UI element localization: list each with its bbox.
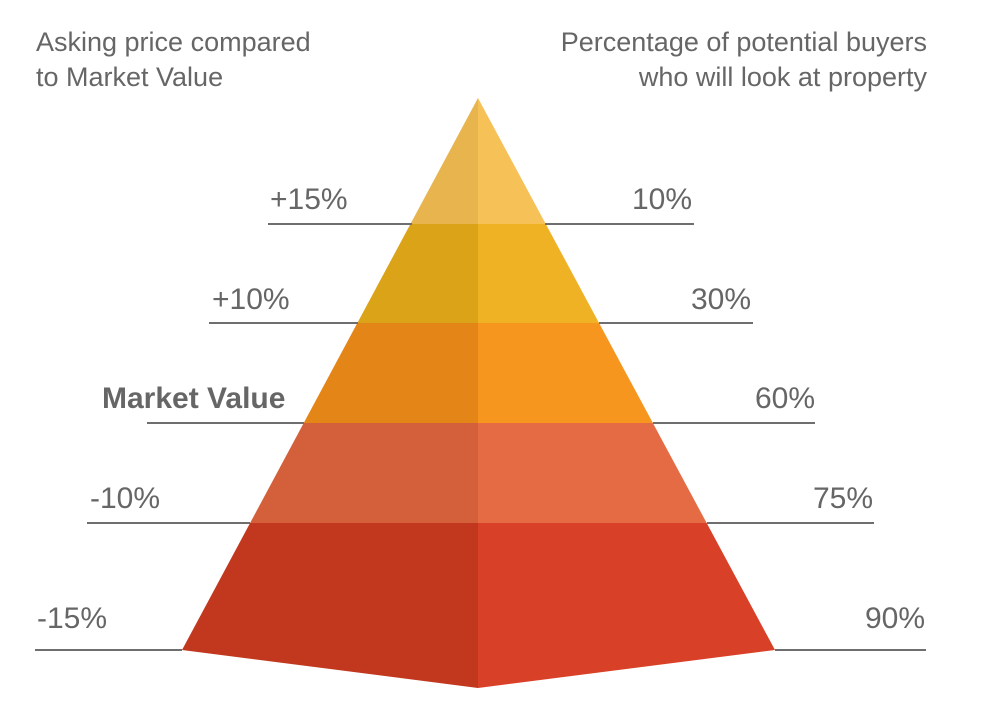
asking-price-label-5: -15% (37, 602, 107, 635)
pyramid-tier-4-left-face (250, 423, 478, 523)
buyer-percentage-label-3: 60% (755, 382, 815, 415)
buyer-percentage-label-4: 75% (813, 482, 873, 515)
pyramid-tier-4-right-face (478, 423, 707, 523)
pyramid-tier-1-left-face (410, 98, 478, 224)
right-header: Percentage of potential buyers who will … (561, 27, 928, 92)
right-header-line-2: who will look at property (638, 62, 928, 92)
pyramid-tier-2-right-face (478, 224, 600, 323)
asking-price-label-4: -10% (90, 482, 160, 515)
buyer-percentage-label-5: 90% (865, 602, 925, 635)
pyramid-tier-1-right-face (478, 98, 546, 224)
pyramid-tier-5-right-face (478, 523, 775, 688)
guide-lines (35, 223, 926, 651)
asking-price-label-2: +10% (212, 283, 290, 316)
pyramid-tier-3-left-face (303, 323, 478, 423)
buyer-percentage-label-1: 10% (632, 183, 692, 216)
asking-price-labels: +15% +10% Market Value -10% -15% (37, 183, 348, 635)
asking-price-label-3: Market Value (102, 382, 285, 415)
pyramid (182, 98, 775, 688)
asking-price-label-1: +15% (270, 183, 348, 216)
left-header: Asking price compared to Market Value (36, 27, 311, 92)
pyramid-tier-3-right-face (478, 323, 653, 423)
pyramid-tier-5-left-face (182, 523, 478, 688)
left-header-line-2: to Market Value (36, 62, 223, 92)
buyer-percentage-labels: 10% 30% 60% 75% 90% (632, 183, 925, 635)
pyramid-tier-2-left-face (357, 224, 478, 323)
right-header-line-1: Percentage of potential buyers (561, 27, 927, 57)
buyer-percentage-label-2: 30% (691, 283, 751, 316)
left-header-line-1: Asking price compared (36, 27, 311, 57)
